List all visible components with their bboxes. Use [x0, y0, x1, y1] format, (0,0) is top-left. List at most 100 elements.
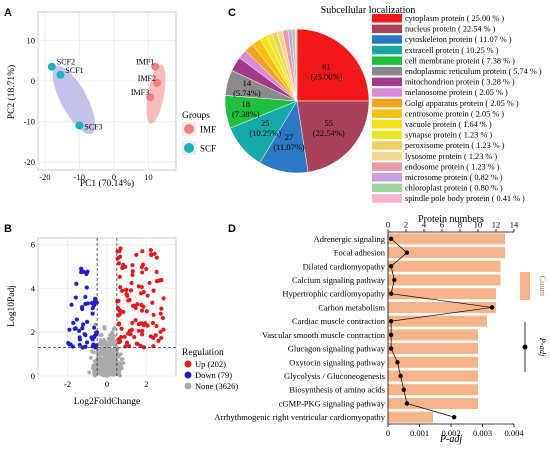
panel-label-c: C — [228, 7, 236, 19]
pca-legend-marker — [184, 143, 194, 153]
volcano-x-tick-label: 0 — [105, 379, 109, 389]
volcano-point-none — [101, 359, 105, 364]
volcano-point-down — [81, 269, 86, 274]
padj-line — [388, 236, 495, 420]
volcano-legend-label: Down (79) — [195, 370, 232, 380]
volcano-point-up — [129, 280, 134, 286]
top-axis-label: Protein numbers — [418, 214, 484, 225]
volcano-point-none — [104, 362, 109, 367]
volcano-point-up — [128, 288, 134, 293]
pie-slice-count: 61 — [322, 61, 331, 71]
volcano-legend-marker — [184, 382, 192, 390]
pie-slice-percent: (10.25%) — [249, 128, 281, 138]
volcano-point-up — [148, 248, 154, 253]
pca-point — [47, 62, 56, 71]
kegg-category-label: Arrhythmogenic right ventricular cardiom… — [214, 412, 385, 422]
pca-point — [151, 62, 160, 71]
volcano-point-up — [117, 307, 122, 313]
kegg-axes: 0 2 4 6 8 10 12 14 0 0.001 0.002 0.003 0.004 — [386, 220, 524, 439]
volcano-point-down — [81, 322, 86, 327]
volcano-point-up — [126, 331, 131, 336]
volcano-point-up — [159, 335, 164, 341]
volcano-point-up — [144, 309, 149, 314]
volcano-point-up — [130, 269, 135, 274]
volcano-point-up — [150, 300, 155, 305]
volcano-point-up — [136, 322, 141, 327]
volcano-point-up — [118, 285, 123, 290]
pie-slice-percent: (22.54%) — [313, 128, 345, 138]
pie-legend-swatch — [372, 109, 402, 118]
padj-point — [489, 305, 495, 310]
volcano-point-down — [77, 342, 82, 347]
volcano-point-up — [151, 288, 156, 293]
bottom-axis-tick-label: 0.001 — [410, 428, 429, 438]
volcano-point-none — [91, 350, 96, 355]
volcano-point-none — [94, 360, 99, 365]
volcano-point-down — [84, 340, 90, 345]
pie-legend-swatch — [372, 130, 402, 140]
volcano-point-none — [93, 365, 98, 370]
pca-x-tick-label: -20 — [39, 172, 50, 182]
bottom-axis-tick-label: 0.004 — [504, 428, 524, 438]
volcano-point-up — [160, 315, 166, 321]
volcano-point-none — [110, 341, 115, 345]
volcano-point-none — [119, 366, 124, 371]
panel-label-b: B — [4, 223, 12, 235]
pca-point — [56, 70, 65, 79]
volcano-point-up — [154, 323, 159, 329]
volcano-point-down — [69, 302, 74, 307]
volcano-point-down — [80, 345, 85, 350]
volcano-y-tick-label: 6 — [31, 240, 35, 250]
top-axis-tick-label: 12 — [492, 220, 501, 230]
pca-point — [153, 78, 162, 87]
volcano-point-up — [145, 293, 150, 298]
pca-y-tick-label: 10 — [27, 35, 36, 45]
volcano-point-up — [130, 263, 135, 268]
kegg-category-label: Carbon metabolism — [318, 302, 385, 312]
top-axis-tick-label: 14 — [510, 220, 519, 230]
padj-polyline — [390, 238, 492, 418]
pca-point-label: SCF1 — [65, 66, 83, 75]
volcano-point-up — [122, 334, 127, 339]
volcano-point-none — [108, 365, 113, 370]
volcano-point-up — [116, 298, 121, 303]
volcano-point-down — [74, 317, 79, 322]
volcano-point-none — [103, 365, 107, 370]
volcano-point-up — [144, 266, 149, 272]
volcano-point-down — [85, 269, 90, 274]
pie-legend-label: lysosome protein ( 1.23 % ) — [405, 152, 497, 161]
pca-y-axis-label: PC2 (18.71%) — [6, 65, 17, 119]
pie-slice — [294, 28, 298, 102]
kegg-category-label: Oxytocin signaling pathway — [289, 357, 386, 367]
volcano-point-down — [82, 332, 87, 337]
pie-legend-label: centrosome protein ( 2.05 % ) — [405, 109, 504, 118]
bottom-axis-label: P-adj — [439, 434, 462, 445]
pca-plot-frame — [37, 11, 177, 171]
kegg-bar — [388, 260, 501, 272]
pie-slice-count: 55 — [324, 118, 333, 128]
volcano-point-up — [159, 306, 164, 311]
padj-point — [392, 277, 397, 283]
top-axis-tick-label: 8 — [458, 220, 462, 230]
volcano-point-up — [138, 343, 143, 349]
pie-legend-swatch — [372, 67, 402, 76]
pie-legend-swatch — [372, 56, 402, 65]
volcano-point-up — [133, 318, 138, 323]
volcano-point-none — [103, 373, 108, 378]
volcano-point-up — [120, 288, 125, 293]
bottom-axis-tick-label: 0 — [386, 428, 390, 438]
volcano-point-none — [93, 322, 98, 327]
kegg-bar — [388, 384, 478, 396]
volcano-point-up — [161, 327, 166, 332]
volcano-point-down — [73, 295, 78, 300]
volcano-point-down — [71, 320, 76, 325]
kegg-bar — [388, 397, 478, 409]
pca-legend: IMF SCF — [182, 122, 216, 155]
pie-slice-percent: (25.00%) — [311, 71, 343, 81]
pie-slice-percent: (11.07%) — [273, 142, 305, 152]
volcano-points — [66, 246, 166, 378]
kegg-bar — [388, 370, 478, 382]
padj-point — [398, 373, 403, 379]
volcano-point-up — [127, 297, 132, 303]
